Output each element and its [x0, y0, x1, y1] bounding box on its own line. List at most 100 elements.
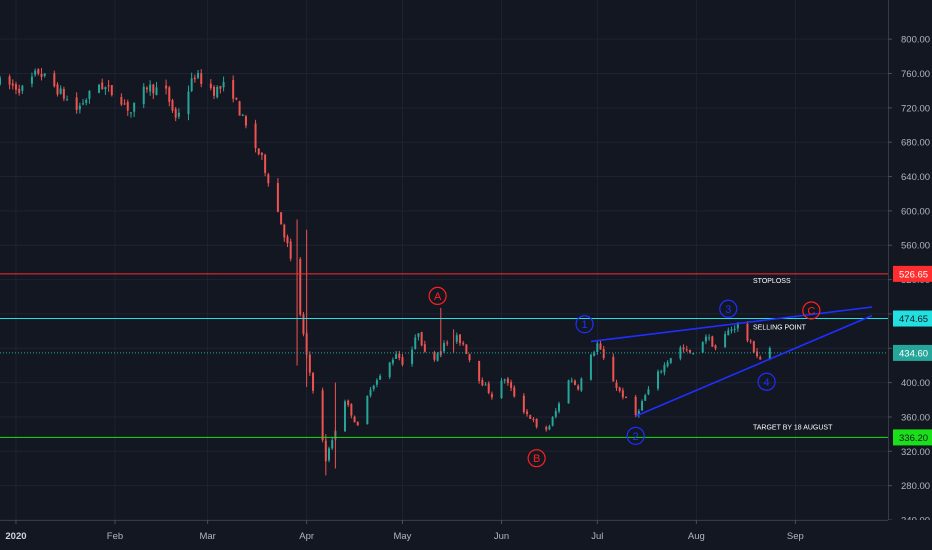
candle-body: [529, 415, 532, 419]
candle-body: [388, 362, 391, 378]
wave-labels: A B C 1 2 3 4: [428, 286, 821, 468]
candle-body: [577, 385, 580, 390]
wave-label-a[interactable]: A: [428, 286, 447, 305]
candle-body: [423, 344, 426, 352]
candle-body: [727, 330, 730, 336]
price-badge-bg: [893, 344, 932, 361]
y-tick-label: 360.00: [901, 412, 930, 423]
candle-body: [66, 99, 69, 101]
price-badge-text: 526.65: [899, 269, 928, 280]
candle-body: [241, 114, 244, 116]
candle-body: [487, 383, 490, 393]
candle-body: [43, 73, 46, 76]
wave-label-4[interactable]: 4: [757, 372, 776, 391]
candle-body: [222, 82, 225, 88]
y-tick-label: 600.00: [901, 206, 930, 217]
candle-body: [756, 351, 759, 357]
candle-body: [391, 359, 394, 364]
candle-body: [669, 358, 672, 363]
candle-body: [190, 78, 193, 91]
candle-body: [647, 389, 650, 395]
candle-body: [129, 112, 132, 114]
candles: [0, 68, 771, 476]
candle-body: [85, 100, 88, 103]
level-annotation-target: TARGET BY 18 AUGUST: [753, 424, 833, 431]
wave-label-b[interactable]: B: [527, 449, 546, 468]
x-tick-label: Mar: [199, 531, 215, 542]
candle-body: [88, 90, 91, 99]
x-tick-label: Feb: [107, 531, 123, 542]
x-tick-label: May: [393, 531, 411, 542]
candle-body: [152, 84, 155, 94]
candle-body: [660, 371, 663, 373]
price-levels: STOPLOSS SELLING POINT TARGET BY 18 AUGUST: [0, 273, 888, 438]
candle-body: [411, 349, 414, 364]
candle-body: [142, 86, 145, 105]
candle-body: [379, 375, 382, 380]
candle-body: [420, 332, 423, 346]
candle-body: [401, 357, 404, 365]
trendline-2[interactable]: [635, 314, 873, 417]
candle-body: [328, 448, 331, 461]
candle-body: [283, 224, 286, 238]
candle-body: [187, 91, 190, 115]
candle-body: [78, 105, 81, 110]
wave-label-circle: [428, 286, 447, 305]
wave-label-text: B: [533, 453, 540, 465]
candle-body: [56, 84, 59, 95]
candle-body: [621, 390, 624, 398]
candle-body: [768, 347, 771, 360]
grid: [0, 0, 888, 521]
price-badge-target: 336.20: [893, 429, 932, 446]
y-axis[interactable]: 800.00 760.00 720.00 680.00 640.00 600.00 560.…: [888, 0, 932, 550]
candle-body: [8, 76, 11, 85]
candle-body: [513, 387, 516, 397]
candle-body: [18, 88, 21, 93]
candle-body: [120, 96, 123, 105]
candle-body: [264, 154, 267, 173]
candle-body: [414, 337, 417, 349]
y-tick-label: 800.00: [901, 35, 930, 46]
candle-body: [235, 97, 238, 100]
candle-body: [481, 380, 484, 386]
wave-label-circle: [802, 301, 821, 320]
candle-body: [733, 328, 736, 330]
wave-label-circle: [527, 449, 546, 468]
wave-label-1[interactable]: 1: [575, 315, 594, 334]
x-tick-label: Jul: [591, 531, 603, 542]
trendline-1[interactable]: [590, 306, 873, 343]
candle-body: [730, 329, 733, 331]
candle-body: [724, 334, 727, 348]
candle-body: [165, 85, 168, 89]
y-tick-label: 680.00: [901, 138, 930, 149]
candle-body: [484, 384, 487, 386]
candle-body: [98, 84, 101, 93]
wave-label-c[interactable]: C: [802, 301, 821, 320]
candle-body: [104, 87, 107, 90]
candle-body: [510, 382, 513, 388]
candle-body: [736, 322, 739, 329]
candle-body: [219, 86, 222, 89]
candle-body: [238, 101, 241, 116]
candle-body: [612, 356, 615, 382]
candle-body: [462, 342, 465, 345]
candle-body: [216, 86, 219, 98]
y-tick-label: 720.00: [901, 103, 930, 114]
candle-body: [663, 365, 666, 373]
candle-body: [312, 373, 315, 391]
candle-body: [465, 344, 468, 354]
candle-body: [149, 84, 152, 92]
wave-label-2[interactable]: 2: [626, 426, 645, 445]
candle-body: [213, 86, 216, 96]
candle-body: [657, 371, 660, 389]
candle-body: [369, 389, 372, 396]
wave-label-3[interactable]: 3: [719, 299, 738, 318]
y-tick-label: 640.00: [901, 172, 930, 183]
x-axis[interactable]: 2020 Feb Mar Apr May Jun Jul Aug Sep: [0, 520, 932, 550]
candle-body: [567, 380, 570, 404]
candle-body: [596, 343, 599, 353]
candle-body: [155, 87, 158, 96]
candle-body: [615, 382, 618, 389]
